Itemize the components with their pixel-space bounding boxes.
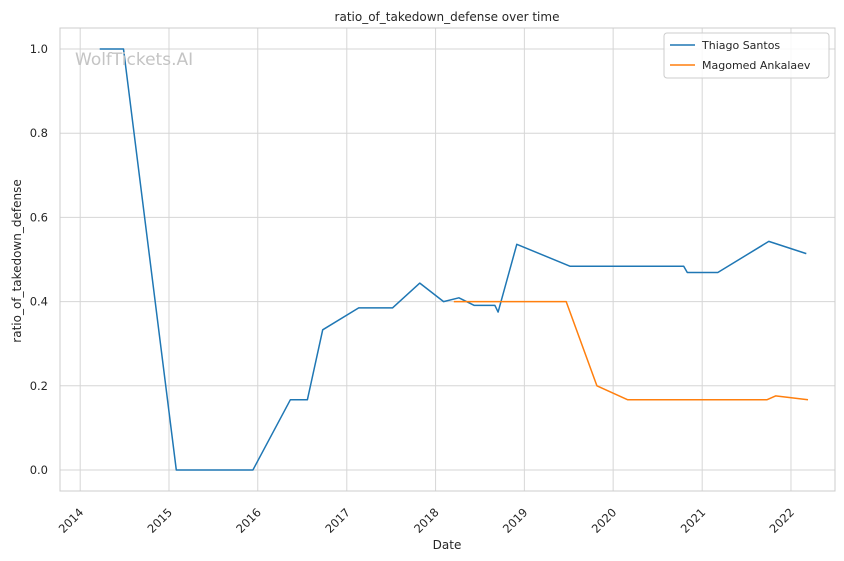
x-tick-label: 2016 [233, 505, 264, 536]
series-layer [99, 48, 809, 471]
series-line-thiago-santos [99, 48, 807, 471]
legend-box [663, 32, 830, 79]
y-tick-label: 0.0 [30, 463, 48, 477]
x-tick-label: 2020 [589, 505, 620, 536]
x-tick-label: 2017 [322, 505, 353, 536]
grid [60, 28, 835, 491]
x-tick-label: 2018 [411, 505, 442, 536]
y-axis-ticks: 0.0 0.2 0.4 0.6 0.8 1.0 [30, 42, 48, 477]
legend-label-magomed-ankalaev: Magomed Ankalaev [702, 59, 811, 72]
y-tick-label: 0.4 [30, 295, 48, 309]
plot-area-frame [59, 27, 836, 492]
y-axis-title: ratio_of_takedown_defense [10, 179, 24, 342]
x-tick-label: 2015 [144, 505, 175, 536]
legend-label-thiago-santos: Thiago Santos [701, 39, 780, 52]
x-tick-label: 2021 [678, 505, 709, 536]
x-tick-label: 2019 [500, 505, 531, 536]
x-axis-title: Date [433, 538, 462, 552]
y-tick-label: 0.6 [30, 210, 48, 224]
chart-title: ratio_of_takedown_defense over time [335, 10, 560, 24]
y-tick-label: 0.2 [30, 379, 48, 393]
watermark-text: WolfTickets.AI [75, 50, 193, 70]
y-tick-label: 0.8 [30, 126, 48, 140]
x-axis-ticks: 2014 2015 2016 2017 2018 2019 2020 2021 2022 [56, 505, 797, 536]
series-line-magomed-ankalaev [453, 300, 809, 401]
legend: Thiago Santos Magomed Ankalaev [663, 32, 830, 79]
x-tick-label: 2022 [766, 505, 797, 536]
y-tick-label: 1.0 [30, 42, 48, 56]
x-tick-label: 2014 [56, 505, 87, 536]
